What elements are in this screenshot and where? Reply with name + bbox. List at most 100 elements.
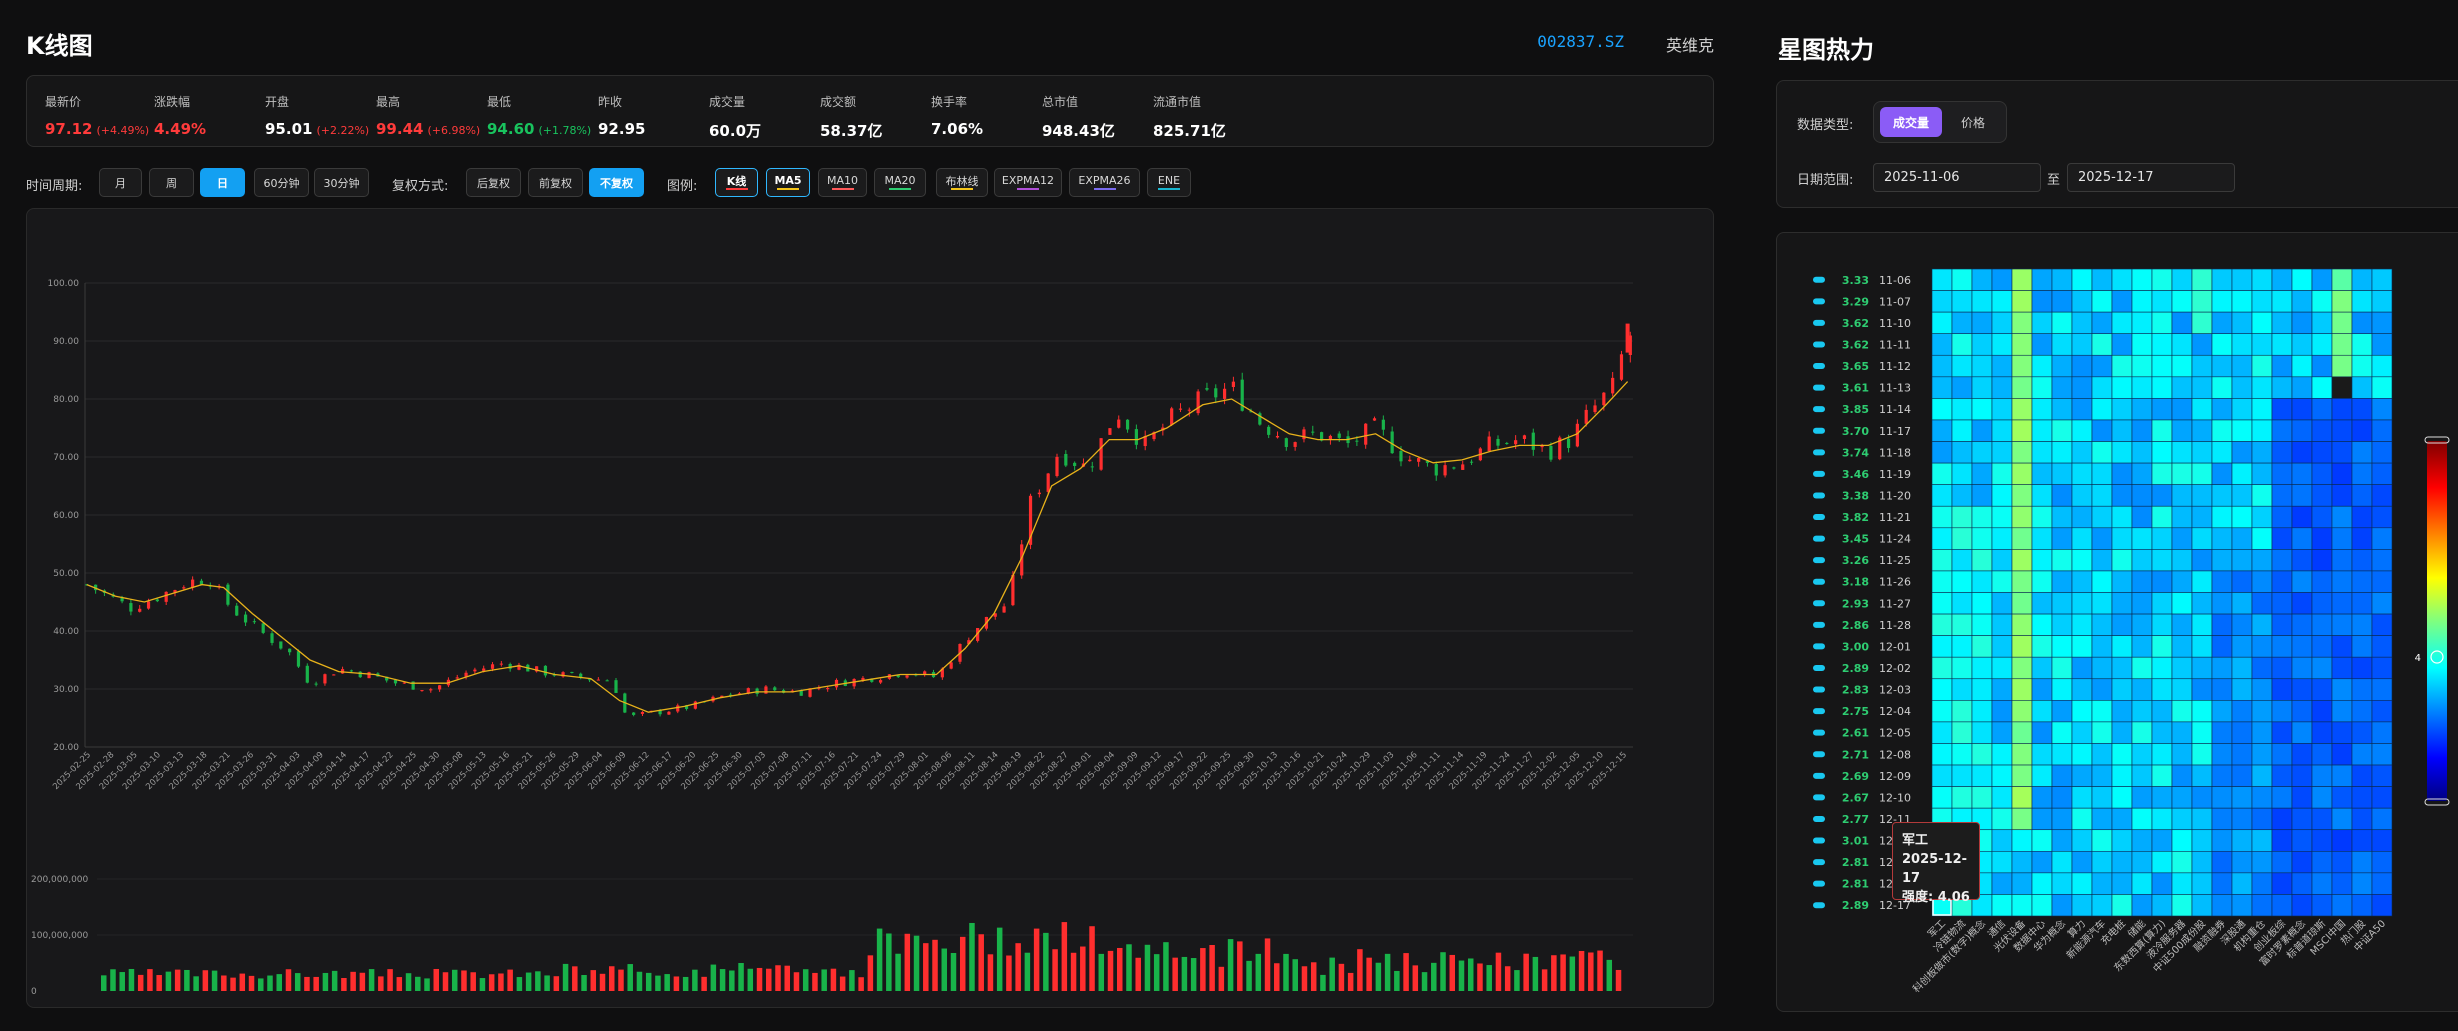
heatmap-cell xyxy=(2291,743,2313,766)
candle-body xyxy=(799,690,803,696)
heatmap-cell xyxy=(2211,894,2233,917)
heatmap-cell xyxy=(1991,786,2013,809)
row-date-label: 11-28 xyxy=(1879,619,1911,632)
kline-chart-area[interactable]: 100.00 90.00 80.00 70.00 60.00 50.00 40.00 30.0… xyxy=(26,208,1714,1008)
period-button[interactable]: 60分钟 xyxy=(254,168,309,197)
volume-bar xyxy=(202,970,209,991)
heatmap-cell xyxy=(2091,850,2113,874)
candle-body xyxy=(1222,388,1227,399)
heatmap-area[interactable]: 3.33 11-06 3.29 11-07 3.62 11-10 3.62 11-11 3.65… xyxy=(1776,232,2458,1012)
heatmap-cell xyxy=(2051,441,2073,464)
row-value-label: 2.89 xyxy=(1842,662,1869,675)
heatmap-cell xyxy=(2371,570,2393,593)
heatmap-cell xyxy=(2111,398,2133,421)
heatmap-chart[interactable]: 3.33 11-06 3.29 11-07 3.62 11-10 3.62 11-11 3.65… xyxy=(1777,233,2458,1013)
candle-body xyxy=(737,693,742,695)
candle-body xyxy=(252,621,256,623)
adjust-button[interactable]: 不复权 xyxy=(589,168,644,197)
legend-toggle[interactable]: MA5 xyxy=(766,168,810,197)
heatmap-cell xyxy=(2191,829,2213,852)
heatmap-cell xyxy=(2351,786,2373,809)
heatmap-cell xyxy=(1931,376,1953,399)
heatmap-cell xyxy=(2231,786,2253,809)
heatmap-cell xyxy=(2011,829,2033,852)
heatmap-cell xyxy=(2251,268,2273,291)
heatmap-cell xyxy=(2271,333,2293,356)
adjust-button[interactable]: 前复权 xyxy=(528,168,583,197)
heatmap-cell xyxy=(2191,484,2213,507)
volume-bar xyxy=(1495,952,1502,991)
legend-toggle[interactable]: EXPMA26 xyxy=(1069,168,1140,197)
heatmap-cell xyxy=(2051,678,2073,701)
heatmap-cell xyxy=(2331,592,2353,615)
heatmap-cell xyxy=(2211,268,2233,291)
heatmap-cell xyxy=(2271,505,2293,529)
period-button[interactable]: 日 xyxy=(200,168,245,197)
heatmap-cell xyxy=(2191,527,2213,550)
volume-bar xyxy=(1551,955,1557,991)
heatmap-cell xyxy=(1971,462,1993,485)
candle-body xyxy=(1311,431,1315,433)
heatmap-cell xyxy=(2371,441,2393,464)
heatmap-cell xyxy=(2371,505,2393,529)
legend-toggle[interactable]: ENE xyxy=(1147,168,1191,197)
data-type-price-button[interactable]: 价格 xyxy=(1960,115,1985,130)
heatmap-cell xyxy=(2071,807,2093,831)
heatmap-cell xyxy=(2051,635,2073,658)
date-from-input[interactable]: 2025-11-06 xyxy=(1873,163,2041,192)
heatmap-cell xyxy=(1991,484,2013,507)
volume-bar xyxy=(239,973,246,991)
volume-bar xyxy=(544,975,550,991)
heatmap-cell xyxy=(2331,764,2353,787)
heatmap-cell xyxy=(1971,743,1993,766)
candle-body xyxy=(1275,435,1280,438)
heatmap-cell xyxy=(2071,462,2093,485)
legend-toggle[interactable]: MA20 xyxy=(874,168,926,197)
adjust-button[interactable]: 后复权 xyxy=(466,168,521,197)
volume-bar xyxy=(719,969,726,991)
candle-body xyxy=(305,665,309,683)
heatmap-cell xyxy=(2291,462,2313,485)
row-date-label: 11-20 xyxy=(1879,489,1911,502)
heatmap-cell xyxy=(1991,850,2013,874)
legend-toggle[interactable]: K线 xyxy=(715,168,758,197)
candle-body xyxy=(191,579,195,588)
data-type-volume-button[interactable]: 成交量 xyxy=(1880,107,1942,137)
legend-toggle[interactable]: EXPMA12 xyxy=(994,168,1062,197)
heatmap-cell xyxy=(2011,549,2033,572)
period-button[interactable]: 周 xyxy=(149,168,194,197)
heatmap-cell xyxy=(2151,333,2173,356)
stat-number: 97.12 xyxy=(45,120,93,138)
heatmap-cell xyxy=(2251,290,2273,313)
heatmap-cell xyxy=(2291,268,2313,291)
heatmap-cell xyxy=(2131,549,2153,572)
date-range-label: 日期范围: xyxy=(1797,173,1854,188)
heatmap-cell xyxy=(2171,570,2193,593)
period-button[interactable]: 月 xyxy=(99,168,142,197)
heatmap-cell xyxy=(2331,894,2353,917)
y-tick-label: 60.00 xyxy=(53,511,79,521)
heatmap-cell xyxy=(1931,678,1953,701)
heatmap-cell xyxy=(2011,505,2033,529)
volume-bar xyxy=(664,974,670,991)
heatmap-cell xyxy=(2031,268,2053,291)
legend-toggle[interactable]: 布林线 xyxy=(936,168,988,197)
heatmap-cell xyxy=(2051,527,2073,550)
heatmap-cell xyxy=(2031,721,2053,744)
row-date-label: 11-24 xyxy=(1879,533,1911,546)
kline-chart[interactable]: 100.00 90.00 80.00 70.00 60.00 50.00 40.00 30.0… xyxy=(27,209,1715,1009)
volume-bar xyxy=(1301,966,1308,991)
volume-bar xyxy=(248,975,255,991)
period-button[interactable]: 30分钟 xyxy=(314,168,369,197)
heatmap-cell xyxy=(2131,376,2153,399)
date-to-input[interactable]: 2025-12-17 xyxy=(2067,163,2235,192)
heatmap-cell xyxy=(2331,484,2353,507)
heatmap-cell xyxy=(2211,398,2233,421)
row-indicator xyxy=(1813,643,1825,650)
heatmap-cell xyxy=(1991,700,2013,723)
heatmap-cell xyxy=(2311,829,2333,852)
legend-toggle[interactable]: MA10 xyxy=(818,168,867,197)
heatmap-cell xyxy=(2011,700,2033,723)
row-indicator xyxy=(1813,772,1825,779)
heatmap-cell xyxy=(2371,549,2393,572)
